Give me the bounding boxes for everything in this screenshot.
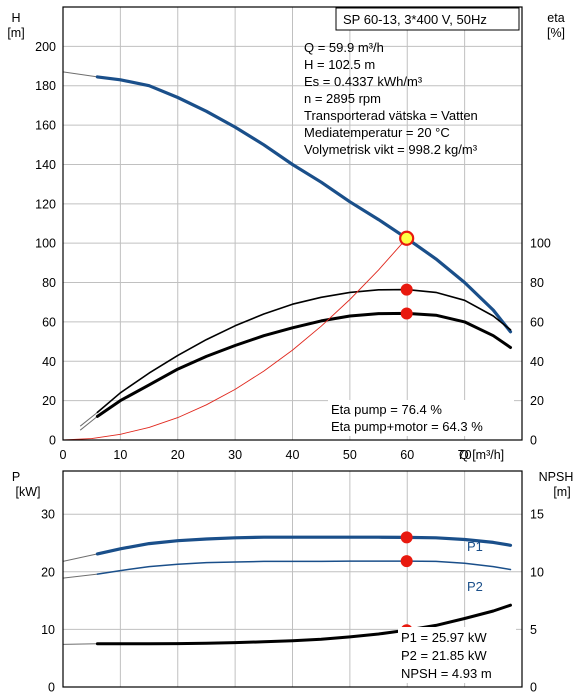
top-series-eta_pump_motor — [95, 311, 512, 418]
bottom-y-left-tick-label: 30 — [41, 508, 55, 522]
top-point-eta_total_pt — [400, 307, 413, 320]
top-y-left-tick-label: 80 — [42, 276, 56, 290]
top-y-left-tick-label: 20 — [42, 394, 56, 408]
top-series-eta_pump — [96, 288, 512, 414]
info-line-liquid: Transporterad vätska = Vatten — [304, 108, 478, 123]
top-chart-frame — [62, 6, 523, 441]
top-chart-title: SP 60-13, 3*400 V, 50Hz — [343, 12, 487, 27]
top-y-left-tick-label: 0 — [49, 434, 56, 448]
top-info-block: Q = 59.9 m³/h H = 102.5 m Es = 0.4337 kW… — [304, 40, 478, 157]
bottom-series-P2 — [96, 560, 512, 575]
eta-total-text: Eta pump+motor = 64.3 % — [331, 419, 483, 434]
legend-p1: P1 — [467, 539, 483, 554]
top-x-tick-label: 30 — [228, 448, 242, 462]
bottom-chart-points — [400, 531, 413, 637]
top-y-right-tick-label: 0 — [530, 434, 537, 448]
top-y-left-tick-label: 40 — [42, 355, 56, 369]
top-y-right-tick-label: 20 — [530, 394, 544, 408]
top-y-right-tick-label: 40 — [530, 355, 544, 369]
eta-block-bg — [328, 400, 514, 436]
duty-point — [399, 230, 415, 246]
info-line-density: Volymetrisk vikt = 998.2 kg/m³ — [304, 142, 478, 157]
info-line-temp: Mediatemperatur = 20 °C — [304, 125, 450, 140]
top-point-eta_pump_pt — [400, 283, 413, 296]
eta-pump-text: Eta pump = 76.4 % — [331, 402, 442, 417]
top-eta-block: Eta pump = 76.4 % Eta pump+motor = 64.3 … — [328, 400, 514, 436]
top-y-right-tick-label: 80 — [530, 276, 544, 290]
bottom-y-left-unit: [kW] — [16, 485, 41, 499]
bottom-point-P1_pt — [400, 531, 413, 544]
top-y-left-tick-label: 120 — [35, 197, 56, 211]
bottom-y-left-tick-label: 10 — [41, 623, 55, 637]
top-x-tick-label: 10 — [113, 448, 127, 462]
bottom-chart-ticks: 0 10 20 30 0 5 10 15 — [41, 508, 544, 695]
top-series-H — [95, 75, 513, 334]
top-chart-points — [399, 230, 415, 320]
top-y-right-unit: [%] — [547, 26, 565, 40]
bottom-series-NPSH — [95, 603, 512, 646]
top-x-label: Q [m³/h] — [459, 448, 504, 462]
top-y-right-tick-label: 60 — [530, 315, 544, 329]
top-x-tick-label: 40 — [286, 448, 300, 462]
bottom-y-right-tick-label: 5 — [530, 623, 537, 637]
top-series-system_curve — [62, 237, 408, 441]
bottom-y-right-tick-label: 0 — [530, 681, 537, 695]
top-series-H-extension — [62, 71, 98, 78]
top-y-left-tick-label: 140 — [35, 158, 56, 172]
bottom-y-left-tick-label: 20 — [41, 565, 55, 579]
top-chart-grid — [63, 7, 522, 440]
top-chart-ticks: 0 10 20 30 40 50 60 70 0 20 40 60 80 100 120 140 160 180 2… — [35, 40, 551, 462]
top-x-tick-label: 60 — [400, 448, 414, 462]
top-y-left-tick-label: 60 — [42, 315, 56, 329]
top-y-left-label: H — [11, 11, 20, 25]
info-line-h: H = 102.5 m — [304, 57, 375, 72]
top-x-tick-label: 70 — [458, 448, 472, 462]
bottom-series-P1-extension — [62, 553, 98, 562]
result-block-bg — [398, 627, 516, 683]
bottom-y-right-unit: [m] — [553, 485, 570, 499]
top-chart-series — [62, 71, 513, 441]
legend-p2: P2 — [467, 579, 483, 594]
bottom-series-P1 — [95, 535, 513, 556]
top-title-box — [335, 7, 520, 31]
top-x-tick-label: 50 — [343, 448, 357, 462]
result-p2-text: P2 = 21.85 kW — [401, 648, 487, 663]
bottom-y-right-label: NPSH — [539, 470, 574, 484]
bottom-result-block: P1 = 25.97 kW P2 = 21.85 kW NPSH = 4.93 … — [398, 627, 516, 683]
top-series-eta_pump-extension — [79, 412, 98, 427]
bottom-y-right-tick-label: 15 — [530, 508, 544, 522]
result-p1-text: P1 = 25.97 kW — [401, 630, 487, 645]
bottom-chart-series — [62, 535, 513, 646]
bottom-y-left-label: P — [12, 470, 20, 484]
bottom-series-NPSH-extension — [62, 643, 98, 645]
bottom-chart-frame — [62, 470, 523, 688]
top-x-tick-label: 20 — [171, 448, 185, 462]
top-y-right-label: eta — [547, 11, 564, 25]
info-line-q: Q = 59.9 m³/h — [304, 40, 384, 55]
top-y-left-tick-label: 180 — [35, 79, 56, 93]
bottom-y-right-tick-label: 10 — [530, 565, 544, 579]
top-y-left-tick-label: 200 — [35, 40, 56, 54]
top-y-right-tick-label: 100 — [530, 237, 551, 251]
top-x-tick-label: 0 — [60, 448, 67, 462]
result-npsh-text: NPSH = 4.93 m — [401, 666, 492, 681]
bottom-y-left-tick-label: 0 — [48, 681, 55, 695]
bottom-point-P2_pt — [400, 555, 413, 568]
top-y-left-tick-label: 160 — [35, 119, 56, 133]
bottom-series-P2-extension — [62, 573, 98, 579]
info-line-es: Es = 0.4337 kWh/m³ — [304, 74, 423, 89]
top-series-eta_pump_motor-extension — [79, 416, 98, 431]
top-y-left-unit: [m] — [7, 26, 24, 40]
info-line-n: n = 2895 rpm — [304, 91, 381, 106]
top-y-left-tick-label: 100 — [35, 237, 56, 251]
